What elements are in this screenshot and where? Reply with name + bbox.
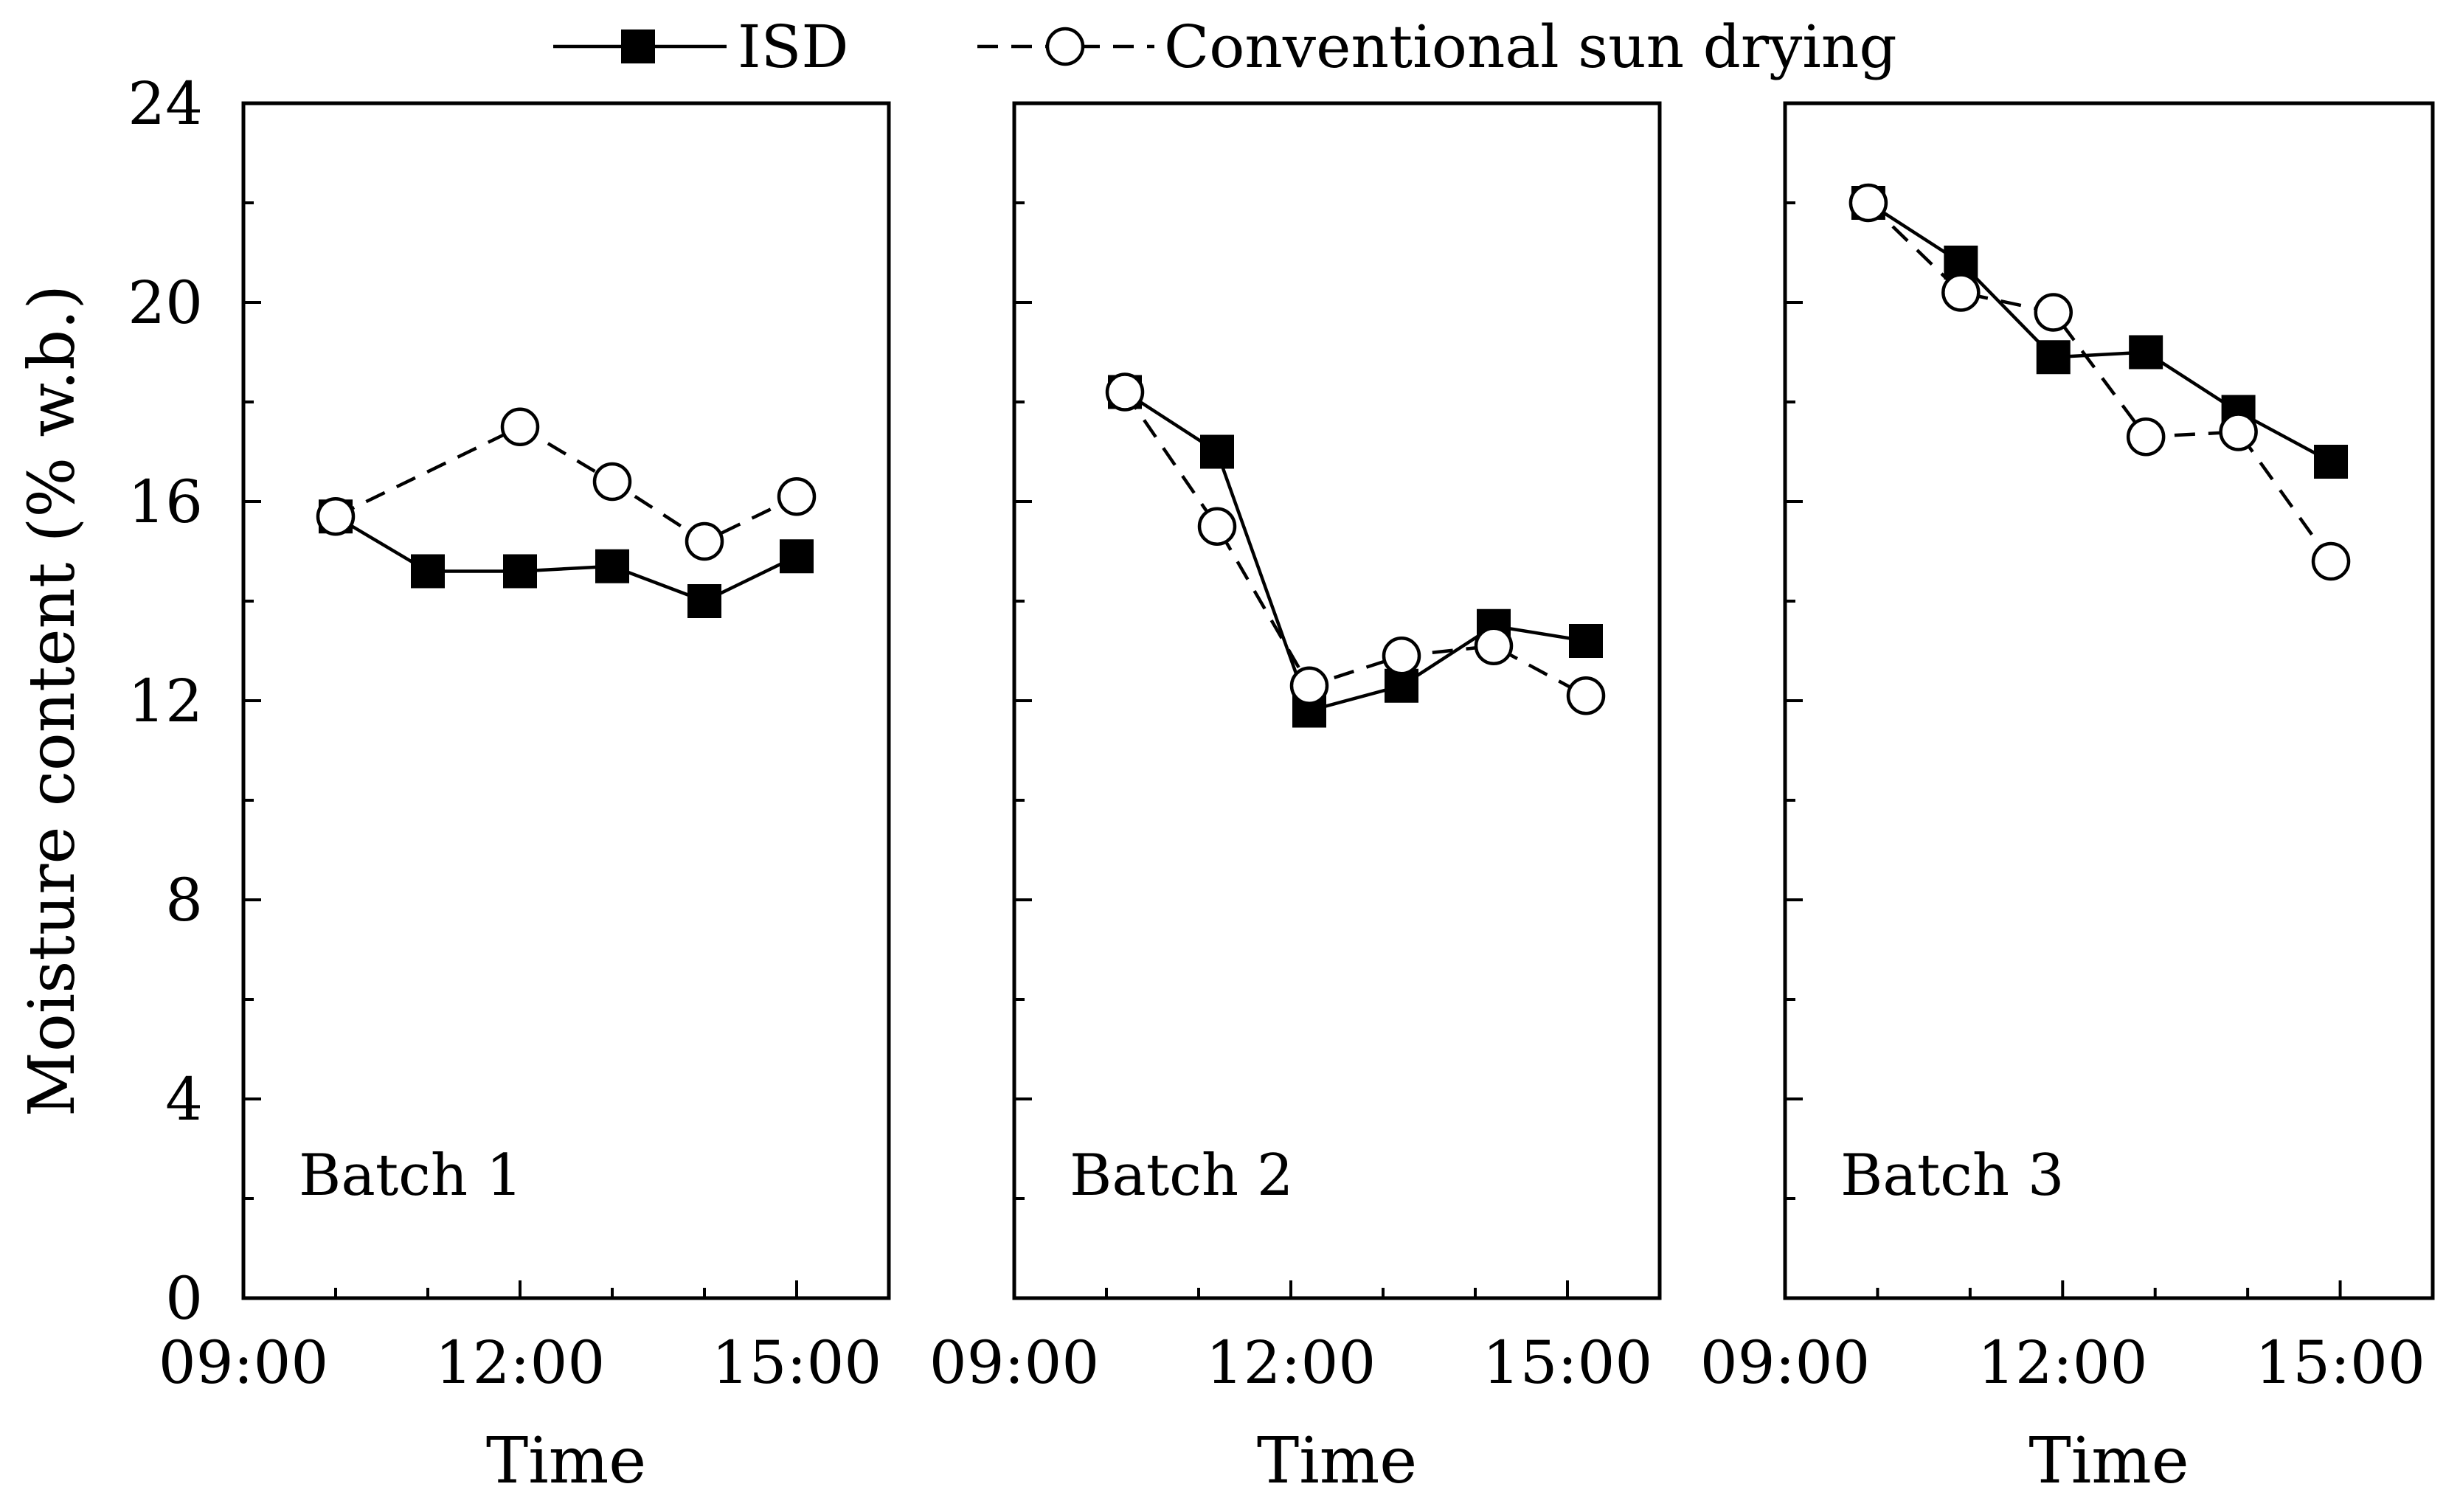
panel-batch-2: 09:00 12:00 15:00 Time Batch 2 [929,101,1662,1498]
conventional-point [316,497,356,536]
legend-isd-marker [621,30,655,63]
conventional-point [777,477,817,516]
x-axis-title: Time [486,1424,646,1498]
conventional-point [1197,507,1237,546]
conventional-point [2219,412,2258,451]
panel-batch-1: 0 4 8 12 16 20 24 09:00 12:00 15:00 Time Batch 1 [128,69,891,1498]
x-tick-label: 12:00 [435,1328,606,1397]
isd-point [2314,445,2349,479]
isd-point [2036,340,2071,375]
x-tick-label: 09:00 [929,1328,1100,1397]
conventional-point [2034,293,2073,332]
conventional-series-line [1867,201,2332,563]
y-tick-label: 8 [165,866,203,934]
isd-point [411,554,445,589]
conventional-point [592,462,632,502]
isd-series-line [1867,201,2332,463]
y-tick-label: 20 [128,268,203,337]
isd-point [780,539,814,574]
isd-point [1200,434,1234,469]
batch-label: Batch 2 [1070,1142,1294,1209]
conventional-point [1474,626,1514,665]
panel-batch-3: 09:00 12:00 15:00 Time Batch 3 [1700,101,2435,1498]
panel-frame [241,101,891,1300]
conventional-point [2311,541,2351,581]
conventional-point [1105,372,1145,412]
conventional-point [1941,273,1981,312]
panel-frame [1783,101,2435,1300]
x-tick-label: 15:00 [712,1328,882,1397]
conventional-point [500,407,540,446]
y-tick-label: 0 [165,1264,203,1333]
x-tick-label: 09:00 [1700,1328,1871,1397]
isd-point [2129,335,2163,370]
conventional-point [1289,666,1329,705]
panel-frame [1012,101,1662,1300]
conventional-point [685,521,724,561]
isd-point [687,584,721,618]
x-axis-title: Time [1257,1424,1417,1498]
y-tick-label: 24 [128,69,203,138]
isd-point [595,549,629,583]
legend-csd-marker [1045,27,1085,66]
y-tick-label: 16 [128,468,203,536]
panels: 0 4 8 12 16 20 24 09:00 12:00 15:00 Time Batch 1 09:… [128,69,2435,1498]
x-tick-label: 09:00 [159,1328,329,1397]
conventional-point [1566,676,1606,715]
batch-label: Batch 1 [299,1142,523,1209]
y-axis-title: Moisture content (% w.b.) [15,285,89,1117]
x-tick-label: 15:00 [2255,1328,2425,1397]
y-tick-label: 12 [128,667,203,735]
conventional-point [2126,417,2166,457]
conventional-point [1382,637,1421,676]
isd-point [1569,624,1603,658]
x-tick-label: 12:00 [1978,1328,2148,1397]
isd-point [503,554,537,589]
conventional-point [1849,183,1888,223]
x-tick-label: 15:00 [1483,1328,1653,1397]
y-tick-label: 4 [165,1065,203,1134]
x-axis-title: Time [2028,1424,2189,1498]
legend-isd-label: ISD [738,13,849,81]
isd-series-line [1123,390,1587,713]
batch-label: Batch 3 [1840,1142,2065,1209]
x-tick-label: 12:00 [1206,1328,1376,1397]
legend-csd-label: Conventional sun drying [1164,13,1897,81]
legend: ISD Conventional sun drying [553,13,1897,81]
conventional-series-line [335,425,797,544]
